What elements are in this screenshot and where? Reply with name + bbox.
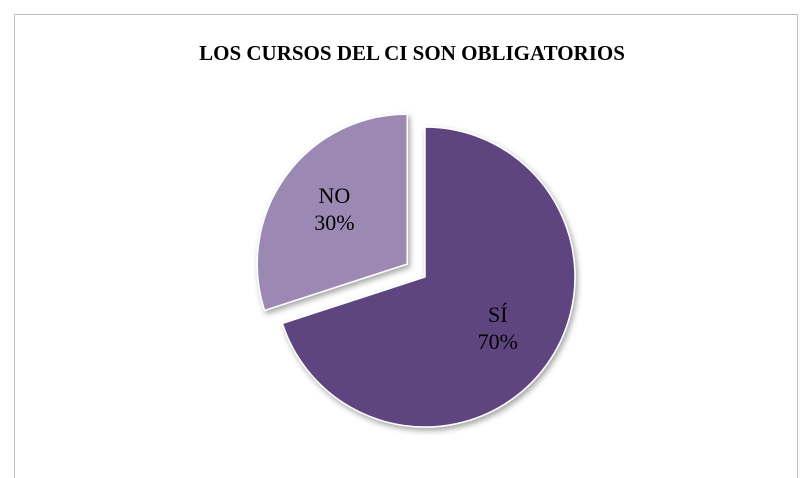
slice-value: 70% — [478, 329, 518, 354]
chart-frame — [14, 14, 798, 478]
pie-slice — [256, 113, 408, 312]
slice-category: NO — [318, 183, 350, 208]
chart-title: LOS CURSOS DEL CI SON OBLIGATORIOS — [199, 41, 625, 65]
slice-value: 30% — [314, 210, 354, 235]
pie-slice — [281, 126, 576, 428]
slice-category: SÍ — [488, 302, 508, 327]
